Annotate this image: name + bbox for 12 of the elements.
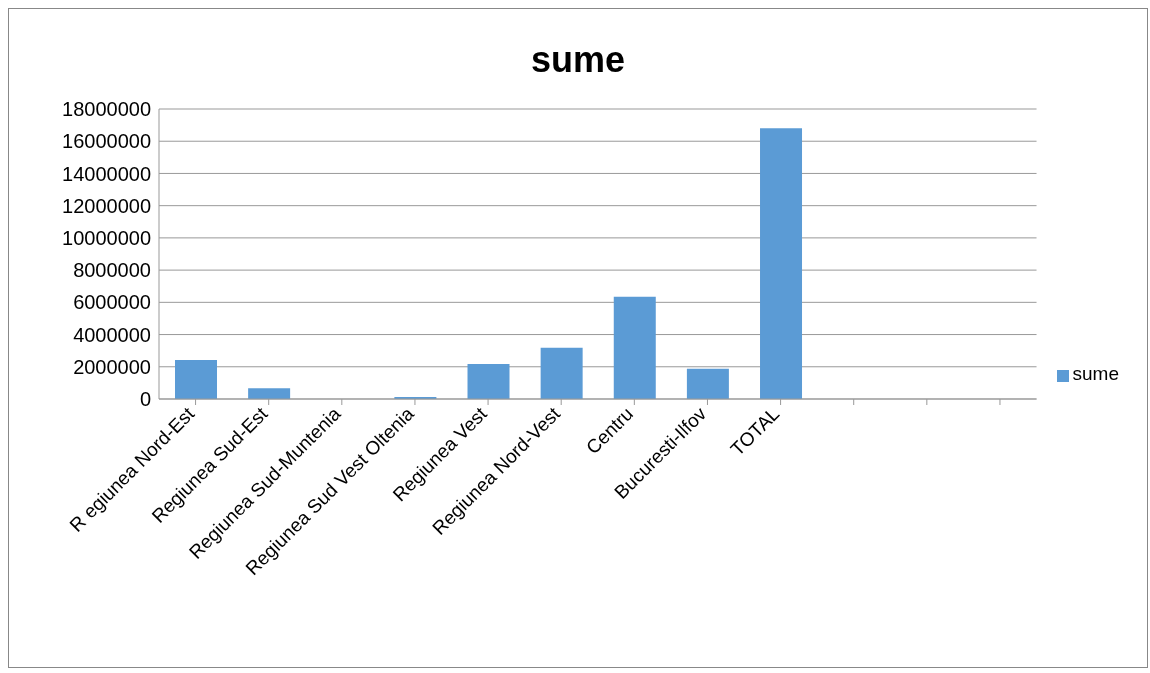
y-tick-label: 4000000 [73,323,151,346]
y-tick-label: 2000000 [73,355,151,378]
y-tick-label: 16000000 [62,130,151,153]
legend-label: sume [1072,363,1119,384]
y-tick-label: 8000000 [73,259,151,282]
y-tick-label: 6000000 [73,291,151,314]
y-tick-label: 18000000 [62,98,151,121]
chart-title: sume [529,39,626,82]
y-tick-label: 12000000 [62,194,151,217]
y-tick-label: 0 [139,388,151,411]
y-tick-label: 14000000 [62,162,151,185]
y-tick-label: 10000000 [62,226,151,249]
